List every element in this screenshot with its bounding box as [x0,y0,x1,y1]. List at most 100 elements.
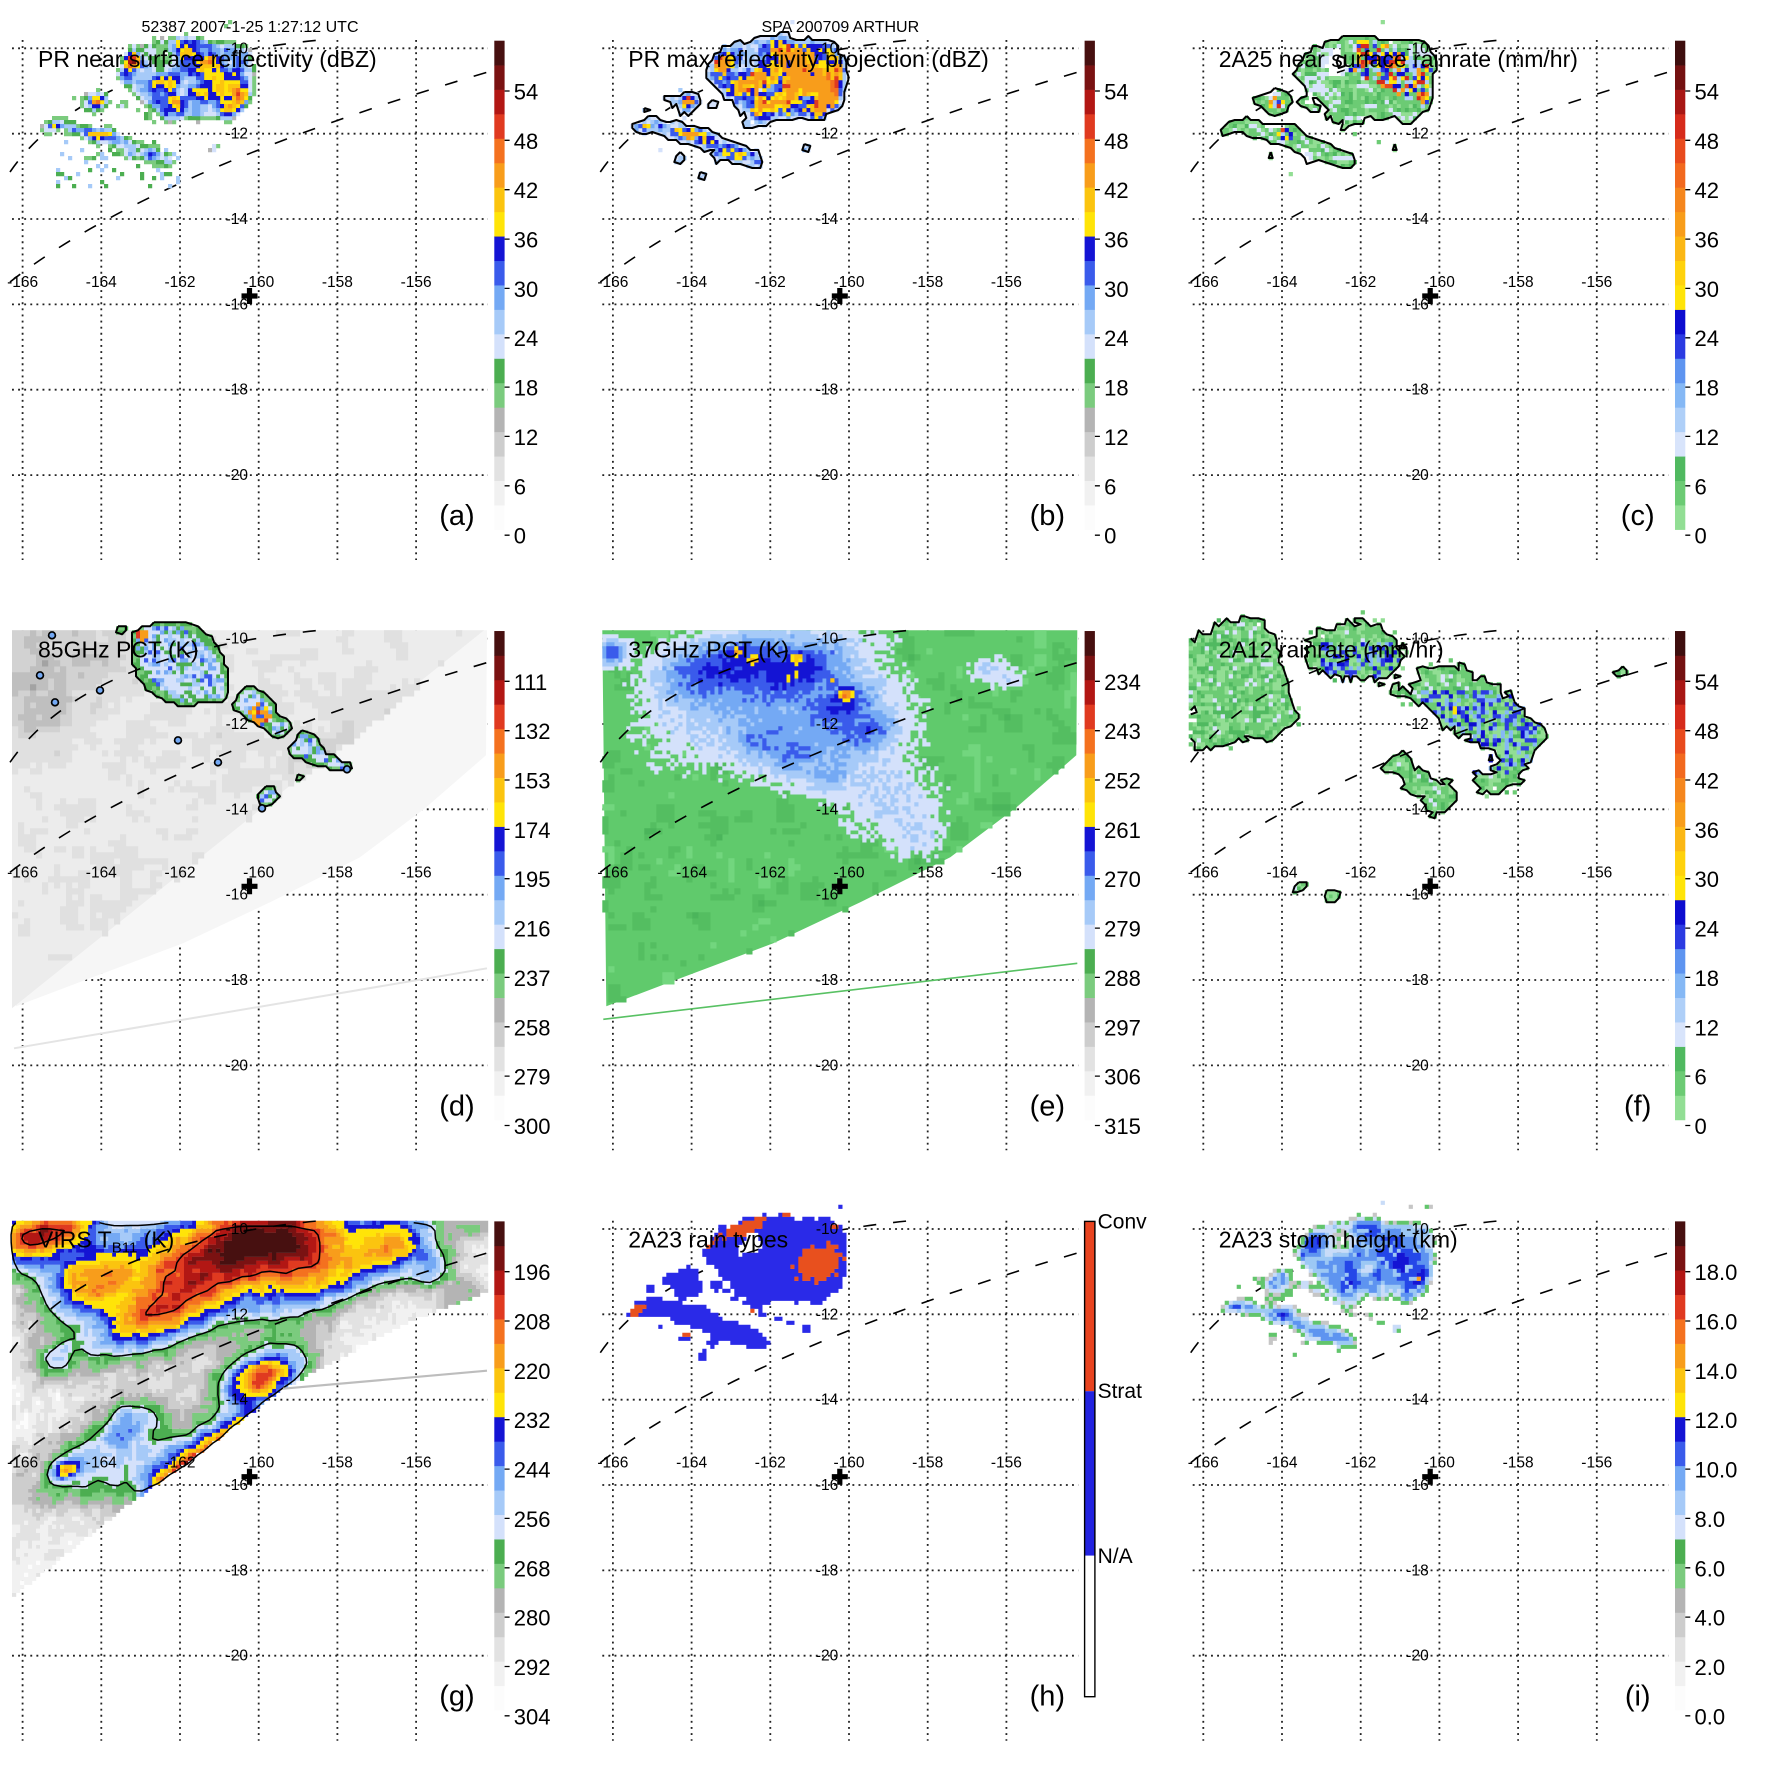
svg-text:196: 196 [514,1260,551,1285]
svg-text:-14: -14 [1406,1392,1429,1409]
svg-text:-164: -164 [86,1455,117,1472]
svg-text:-166: -166 [597,1455,628,1472]
svg-text:-16: -16 [226,1477,248,1494]
svg-text:2A12 rainrate (mm/hr): 2A12 rainrate (mm/hr) [1219,636,1444,662]
svg-text:24: 24 [514,326,538,351]
svg-text:-162: -162 [1345,864,1376,881]
svg-text:300: 300 [514,1114,551,1139]
svg-text:-12: -12 [816,1306,838,1323]
svg-text:-12: -12 [1406,716,1428,733]
svg-text:-164: -164 [676,1455,707,1472]
svg-text:36: 36 [1695,818,1719,843]
svg-text:48: 48 [1695,129,1719,154]
svg-text:195: 195 [514,867,551,892]
svg-text:18: 18 [514,376,538,401]
svg-text:-162: -162 [1345,274,1376,291]
svg-text:-10: -10 [816,1221,839,1238]
svg-text:-20: -20 [816,467,839,484]
svg-text:-16: -16 [816,1477,838,1494]
svg-text:-10: -10 [226,40,249,57]
svg-text:232: 232 [514,1408,551,1433]
svg-text:-166: -166 [597,864,628,881]
svg-text:-156: -156 [991,864,1022,881]
svg-text:0.0: 0.0 [1695,1704,1726,1729]
svg-text:-162: -162 [164,864,195,881]
svg-text:261: 261 [1104,818,1141,843]
svg-text:220: 220 [514,1359,551,1384]
svg-text:-20: -20 [226,1648,249,1665]
svg-text:85GHz PCT (K): 85GHz PCT (K) [38,636,199,662]
svg-text:-166: -166 [7,274,38,291]
svg-text:Strat: Strat [1098,1380,1143,1403]
svg-text:-18: -18 [226,972,248,989]
svg-text:-160: -160 [833,864,864,881]
svg-text:-160: -160 [833,1455,864,1472]
svg-text:-12: -12 [1406,1306,1428,1323]
svg-text:VIRS TB11 (K): VIRS TB11 (K) [38,1227,174,1257]
svg-text:216: 216 [514,917,551,942]
svg-text:SPA 200709 ARTHUR: SPA 200709 ARTHUR [761,19,919,36]
svg-text:-164: -164 [86,864,117,881]
svg-text:-156: -156 [401,1455,432,1472]
svg-text:2A23 rain types: 2A23 rain types [628,1227,788,1253]
svg-text:-160: -160 [243,864,274,881]
svg-text:37GHz PCT (K): 37GHz PCT (K) [628,636,789,662]
svg-text:-164: -164 [1266,274,1297,291]
svg-text:-14: -14 [816,211,839,228]
svg-text:42: 42 [514,178,538,203]
svg-text:-18: -18 [816,972,838,989]
svg-text:-18: -18 [816,382,838,399]
svg-text:-166: -166 [1188,1455,1219,1472]
svg-text:10.0: 10.0 [1695,1458,1738,1483]
svg-text:54: 54 [1104,80,1128,105]
svg-text:-12: -12 [226,126,248,143]
svg-text:252: 252 [1104,769,1141,794]
svg-text:-20: -20 [226,467,249,484]
svg-text:54: 54 [1695,80,1719,105]
svg-text:30: 30 [1695,867,1719,892]
svg-text:12: 12 [1104,425,1128,450]
svg-text:0: 0 [1695,524,1707,549]
svg-text:-158: -158 [912,864,943,881]
svg-text:36: 36 [1104,228,1128,253]
svg-text:-18: -18 [226,1562,248,1579]
svg-text:30: 30 [1695,277,1719,302]
svg-text:-18: -18 [816,1562,838,1579]
svg-text:(i): (i) [1625,1681,1651,1713]
svg-text:279: 279 [514,1065,551,1090]
svg-text:-156: -156 [991,1455,1022,1472]
svg-text:24: 24 [1104,326,1128,351]
svg-text:-166: -166 [597,274,628,291]
svg-text:PR near surface reflectivity (: PR near surface reflectivity (dBZ) [38,46,377,72]
svg-text:52387 2007-1-25 1:27:12 UTC: 52387 2007-1-25 1:27:12 UTC [141,19,358,36]
svg-text:-18: -18 [1406,1562,1428,1579]
svg-text:54: 54 [514,80,538,105]
svg-text:12: 12 [1695,425,1719,450]
svg-text:-18: -18 [1406,972,1428,989]
svg-text:-20: -20 [1406,1057,1429,1074]
svg-text:42: 42 [1695,769,1719,794]
svg-text:-14: -14 [226,1392,249,1409]
svg-text:174: 174 [514,818,551,843]
svg-text:-162: -162 [164,1455,195,1472]
svg-text:-12: -12 [1406,126,1428,143]
svg-text:258: 258 [514,1015,551,1040]
svg-text:6: 6 [1104,474,1116,499]
svg-text:4.0: 4.0 [1695,1606,1726,1631]
svg-text:-156: -156 [401,274,432,291]
svg-text:-16: -16 [816,296,838,313]
svg-text:54: 54 [1695,670,1719,695]
svg-text:-14: -14 [1406,801,1429,818]
svg-text:-158: -158 [912,274,943,291]
svg-text:16.0: 16.0 [1695,1310,1738,1335]
svg-text:-14: -14 [226,801,249,818]
svg-text:-158: -158 [322,1455,353,1472]
svg-text:304: 304 [514,1704,551,1729]
svg-text:(d): (d) [439,1090,474,1122]
svg-text:270: 270 [1104,867,1141,892]
svg-text:-20: -20 [816,1057,839,1074]
svg-text:-18: -18 [1406,382,1428,399]
svg-text:(g): (g) [439,1681,474,1713]
svg-text:244: 244 [514,1458,551,1483]
svg-text:279: 279 [1104,917,1141,942]
